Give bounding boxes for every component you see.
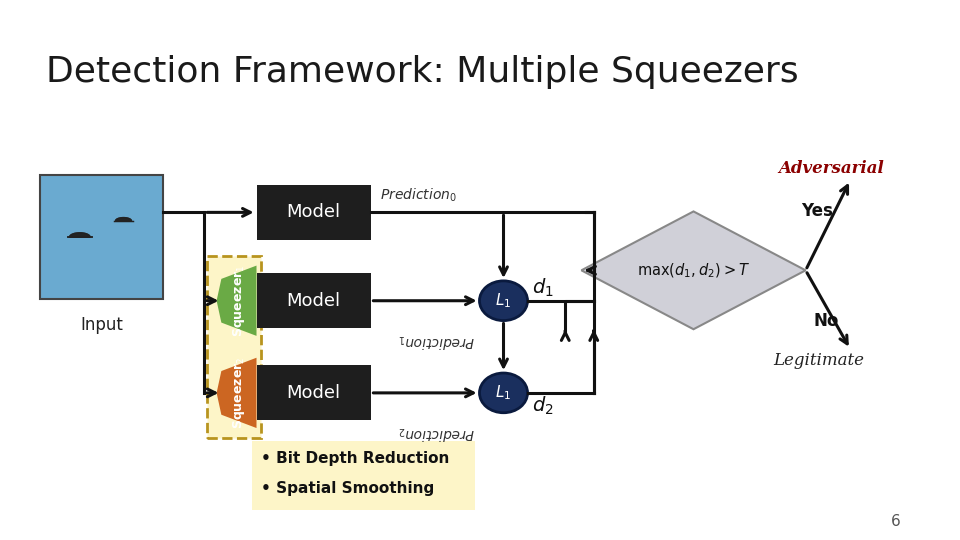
Text: $Prediction_0$: $Prediction_0$	[380, 187, 457, 204]
Text: $Prediction_1$: $Prediction_1$	[398, 332, 475, 349]
Text: $d_1$: $d_1$	[532, 276, 554, 299]
Text: $\mathrm{max}(d_1, d_2) > T$: $\mathrm{max}(d_1, d_2) > T$	[636, 261, 750, 280]
Text: 6: 6	[891, 515, 900, 530]
Text: Input: Input	[81, 316, 123, 334]
Text: • Spatial Smoothing: • Spatial Smoothing	[261, 481, 435, 496]
Polygon shape	[217, 357, 256, 428]
Text: $d_2$: $d_2$	[532, 395, 554, 417]
Bar	[40, 176, 163, 299]
Text: Squeezer$_2$: Squeezer$_2$	[230, 356, 247, 429]
Bar	[207, 256, 261, 437]
Ellipse shape	[479, 281, 528, 321]
Bar	[256, 273, 371, 328]
Polygon shape	[217, 266, 256, 336]
Text: • Bit Depth Reduction: • Bit Depth Reduction	[261, 451, 449, 466]
Text: Model: Model	[286, 384, 341, 402]
Text: $L_1$: $L_1$	[495, 292, 512, 310]
Text: Model: Model	[286, 204, 341, 221]
Text: Model: Model	[286, 292, 341, 310]
Text: Adversarial: Adversarial	[779, 160, 884, 177]
Text: Legitimate: Legitimate	[774, 352, 864, 369]
Ellipse shape	[479, 373, 528, 413]
Text: No: No	[814, 312, 839, 330]
Text: Squeezer$_1$: Squeezer$_1$	[230, 265, 247, 337]
Polygon shape	[115, 218, 132, 221]
Text: Detection Framework: Multiple Squeezers: Detection Framework: Multiple Squeezers	[46, 55, 798, 89]
Bar	[256, 366, 371, 421]
Polygon shape	[115, 218, 132, 221]
Polygon shape	[69, 233, 90, 237]
Bar	[252, 441, 475, 510]
Text: $L_1$: $L_1$	[495, 383, 512, 402]
Polygon shape	[582, 212, 805, 329]
Text: $Prediction_2$: $Prediction_2$	[398, 424, 475, 442]
Bar	[256, 185, 371, 240]
Polygon shape	[69, 233, 90, 237]
Text: Yes: Yes	[801, 202, 833, 220]
